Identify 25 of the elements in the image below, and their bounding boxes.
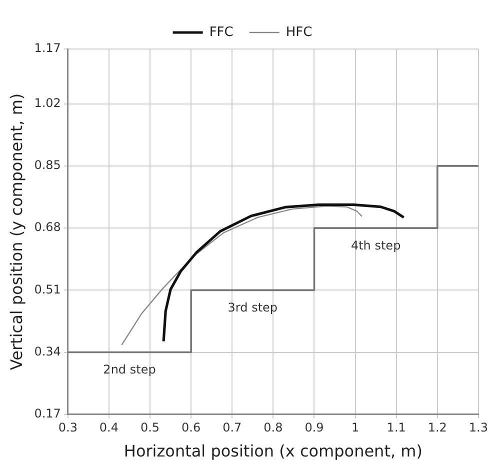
y-tick-label: 0.17	[34, 406, 61, 421]
x-tick-label: 0.7	[222, 420, 242, 435]
x-tick-label: 1.1	[386, 420, 406, 435]
y-axis-title: Vertical position (y component, m)	[6, 93, 26, 370]
y-tick-label: 0.34	[34, 344, 61, 358]
x-tick-label: 1.3	[468, 420, 488, 435]
x-tick-label: 0.3	[58, 420, 78, 435]
x-tick-label: 0.6	[182, 420, 201, 435]
x-axis-title: Horizontal position (x component, m)	[124, 442, 422, 461]
x-tick-label: 1.2	[428, 420, 447, 435]
x-tick-label: 0.9	[304, 420, 324, 435]
x-tick-label: 0.4	[99, 420, 119, 435]
x-tick-label: 0.8	[264, 420, 283, 435]
x-tick-label: 0.5	[140, 420, 160, 435]
y-tick-label: 1.17	[34, 41, 61, 56]
annotation: 2nd step	[103, 362, 156, 377]
annotation: 4th step	[350, 238, 401, 252]
y-tick-label: 0.68	[34, 220, 61, 234]
x-tick-label: 1	[351, 420, 360, 435]
y-tick-label: 1.02	[34, 96, 61, 110]
y-tick-label: 0.51	[34, 282, 61, 296]
legend-label: HFC	[286, 24, 312, 40]
annotation: 3rd step	[228, 300, 278, 315]
legend-label: FFC	[209, 24, 234, 40]
y-tick-label: 0.85	[34, 158, 61, 172]
